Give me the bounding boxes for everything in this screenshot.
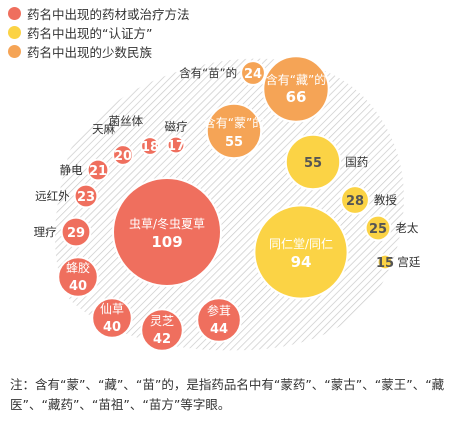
- bubble-11-value: 94: [291, 253, 312, 271]
- bubble-10-value: 17: [167, 139, 185, 154]
- bubble-2-label: 参茸: [207, 303, 231, 318]
- bubble-14-label: 老太: [395, 221, 418, 235]
- bubble-18: [240, 60, 266, 86]
- bubble-3-value: 40: [103, 320, 121, 335]
- bubble-8: [112, 144, 134, 166]
- bubble-7-value: 21: [89, 164, 107, 179]
- bubble-13-value: 28: [346, 194, 364, 209]
- bubble-13: [340, 185, 370, 215]
- bubble-14: [364, 214, 392, 242]
- bubble-5: [60, 216, 92, 248]
- bubble-5-label: 理疗: [34, 225, 57, 239]
- bubble-3-label: 仙草: [100, 302, 124, 316]
- bubble-6-label: 远红外: [35, 189, 70, 203]
- bubble-12: [284, 133, 342, 191]
- bubble-9-value: 18: [141, 140, 159, 155]
- legend-item-herbs: 药名中出现的药材或治疗方法: [8, 4, 190, 23]
- bubble-chart: 虫草/冬虫夏草 109 灵芝 42 参茸 44 仙草 40 蜂胶 40 29 理疗 23 远红外 21 静电 2…: [34, 55, 421, 352]
- bubble-0-value: 109: [151, 233, 182, 251]
- bubble-4-value: 40: [69, 279, 87, 294]
- bubble-14-value: 25: [369, 222, 387, 237]
- bubble-11: [253, 204, 349, 300]
- bubble-1-label: 灵芝: [150, 313, 174, 328]
- legend-swatch: [8, 45, 21, 58]
- bubble-3: [91, 297, 133, 339]
- bubble-10-label: 磁疗: [165, 120, 188, 134]
- bubble-18-label: 含有“苗”的: [179, 66, 237, 80]
- bubble-5-value: 29: [67, 226, 85, 241]
- legend-swatch: [8, 26, 21, 39]
- bubble-15-label: 宫廷: [397, 255, 420, 269]
- bubble-1: [140, 308, 184, 352]
- bubble-0: [112, 177, 222, 287]
- bubble-8-value: 20: [114, 149, 132, 164]
- bubble-16-label: 含有“蒙”的: [204, 115, 264, 130]
- bubble-17-value: 66: [286, 88, 307, 106]
- bubble-12-label: 国药: [345, 155, 368, 169]
- bubble-17: [262, 55, 330, 123]
- bubble-4-label: 蜂胶: [66, 260, 90, 275]
- bubble-6: [73, 183, 99, 209]
- bubble-9-label: 菌丝体: [109, 114, 144, 128]
- bubble-2-value: 44: [210, 322, 228, 337]
- legend-label: 药名中出现的药材或治疗方法: [27, 7, 190, 22]
- bubble-6-value: 23: [77, 190, 95, 205]
- bubble-11-label: 同仁堂/同仁: [269, 237, 333, 251]
- bubble-8-label: 天麻: [92, 122, 115, 136]
- bubble-0-label: 虫草/冬虫夏草: [129, 216, 205, 231]
- bubble-7: [86, 158, 110, 182]
- legend-label: 药名中出现的少数民族: [27, 45, 153, 60]
- bubble-17-label: 含有“藏”的: [266, 72, 326, 87]
- bubble-12-value: 55: [304, 156, 322, 171]
- legend-label: 药名中出现的“认证方”: [27, 26, 153, 41]
- bubble-4: [57, 256, 99, 298]
- footnote: 注：含有“蒙”、“藏”、“苗”的，是指药品名中有“蒙药”、“蒙古”、“蒙王”、“…: [10, 377, 445, 412]
- legend-item-ethnic: 药名中出现的少数民族: [8, 42, 190, 61]
- bubble-16-value: 55: [225, 135, 243, 150]
- bubble-18-value: 24: [244, 67, 262, 82]
- bubble-1-value: 42: [153, 332, 171, 347]
- bubble-9: [140, 136, 160, 156]
- legend-item-certifier: 药名中出现的“认证方”: [8, 23, 190, 42]
- legend-swatch: [8, 7, 21, 20]
- chart-legend: 药名中出现的药材或治疗方法 药名中出现的“认证方” 药名中出现的少数民族: [8, 4, 190, 61]
- bubble-15-value: 15: [376, 256, 394, 271]
- bubble-16: [205, 102, 263, 160]
- bubble-7-label: 静电: [60, 163, 83, 177]
- bubble-15: [376, 253, 394, 271]
- bubble-2: [196, 297, 242, 343]
- bubble-10: [166, 135, 186, 155]
- bubble-13-label: 教授: [374, 193, 397, 207]
